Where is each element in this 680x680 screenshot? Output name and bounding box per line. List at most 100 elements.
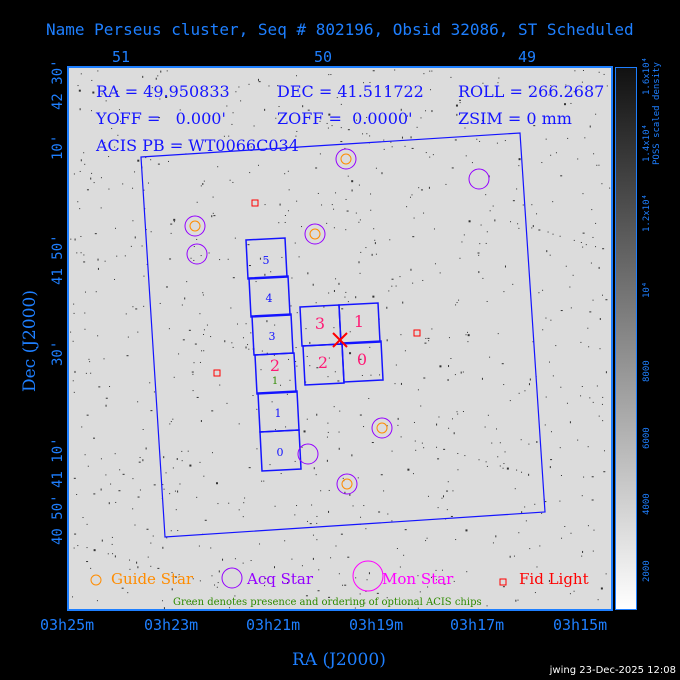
background-star [213, 215, 216, 217]
background-star [426, 537, 428, 539]
background-star [83, 261, 86, 263]
background-star [400, 108, 402, 111]
background-star [370, 374, 372, 376]
background-star [182, 339, 185, 341]
background-star [86, 561, 89, 563]
background-star [93, 549, 96, 552]
background-star [339, 410, 341, 412]
guide-star-circle [376, 422, 388, 434]
background-star [518, 392, 520, 394]
background-star [147, 556, 149, 558]
background-star [293, 112, 295, 114]
background-star [565, 265, 567, 267]
field-outline [140, 132, 546, 538]
background-star [162, 546, 164, 549]
background-star [550, 319, 552, 321]
background-star [555, 345, 557, 347]
background-star [359, 219, 361, 221]
background-star [309, 365, 311, 367]
background-star [286, 393, 288, 395]
background-star [433, 602, 435, 604]
background-star [145, 229, 147, 231]
background-star [424, 342, 427, 344]
background-star [605, 371, 607, 374]
background-star [381, 172, 383, 175]
background-star [499, 442, 501, 444]
background-star [365, 528, 367, 530]
background-star [327, 422, 329, 424]
background-star [257, 78, 259, 81]
background-star [250, 332, 252, 334]
background-star [104, 260, 106, 262]
background-star [165, 286, 168, 288]
background-star [379, 374, 381, 376]
background-star [327, 127, 329, 129]
background-star [512, 283, 514, 285]
background-star [84, 291, 86, 293]
background-star [447, 481, 449, 483]
background-star [290, 305, 292, 307]
background-star [333, 227, 335, 229]
background-star [477, 252, 480, 254]
background-star [600, 587, 603, 590]
background-star [358, 184, 360, 186]
background-star [209, 115, 211, 117]
background-star [177, 530, 179, 532]
background-star [284, 214, 286, 216]
background-star [280, 384, 282, 386]
background-star [602, 294, 603, 296]
background-star [134, 171, 136, 173]
background-star [288, 358, 290, 360]
background-star [528, 85, 530, 88]
background-star [417, 607, 419, 609]
background-star [143, 189, 145, 191]
background-star [259, 543, 261, 545]
background-star [280, 473, 282, 475]
background-star [212, 196, 214, 198]
background-star [134, 236, 136, 239]
legend-acq-icon [221, 567, 243, 589]
background-star [80, 159, 82, 162]
background-star [74, 370, 76, 373]
background-star [312, 534, 314, 536]
acis-i-chip [338, 302, 381, 345]
background-star [476, 138, 478, 140]
plot-title: Name Perseus cluster, Seq # 802196, Obsi… [46, 20, 634, 39]
background-star [298, 256, 300, 258]
background-star [224, 340, 226, 343]
background-star [238, 509, 240, 511]
background-star [363, 426, 365, 428]
background-star [136, 561, 138, 564]
background-star [376, 592, 379, 594]
background-star [410, 136, 412, 139]
background-star [581, 81, 583, 83]
background-star [390, 141, 392, 143]
background-star [404, 122, 406, 124]
background-star [503, 384, 505, 386]
background-star [365, 247, 367, 249]
background-star [404, 529, 407, 531]
background-star [401, 136, 403, 139]
background-star [427, 337, 430, 339]
background-star [77, 85, 79, 87]
background-star [573, 239, 575, 241]
background-star [399, 276, 401, 278]
background-star [552, 375, 554, 377]
background-star [358, 221, 360, 223]
background-star [79, 170, 81, 172]
background-star [174, 490, 176, 492]
background-star [448, 365, 450, 368]
background-star [326, 222, 328, 224]
background-star [443, 495, 444, 498]
background-star [143, 275, 145, 277]
background-star [386, 306, 388, 309]
background-star [163, 456, 165, 459]
background-star [84, 163, 86, 165]
background-star [142, 75, 144, 78]
background-star [236, 323, 238, 325]
background-star [400, 436, 402, 438]
guide-star-circle [309, 228, 321, 240]
background-star [502, 467, 504, 469]
